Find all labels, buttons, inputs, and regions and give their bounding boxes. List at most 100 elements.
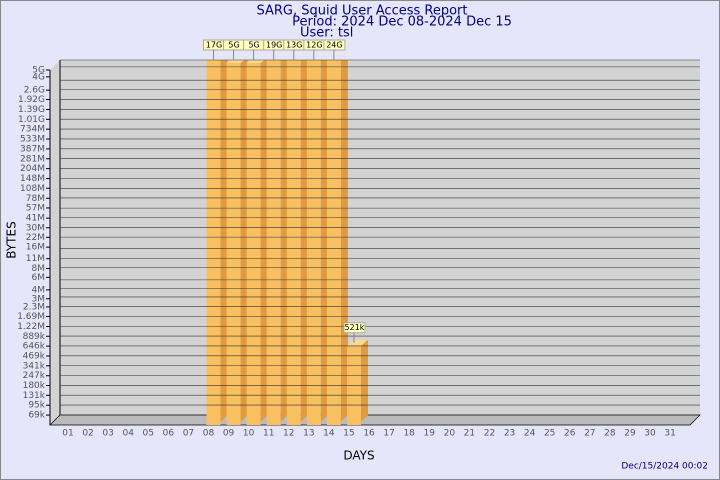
y-tick-label: 69k bbox=[28, 411, 45, 421]
x-axis-label: DAYS bbox=[343, 449, 374, 463]
x-tick-label: 20 bbox=[444, 429, 456, 439]
value-label: 5G bbox=[248, 41, 259, 50]
value-label: 5G bbox=[228, 41, 239, 50]
y-axis-label: BYTES bbox=[5, 221, 19, 258]
x-tick-label: 04 bbox=[122, 429, 134, 439]
x-tick-label: 01 bbox=[62, 429, 73, 439]
x-tick-label: 13 bbox=[303, 429, 314, 439]
y-tick-label: 533M bbox=[20, 135, 45, 145]
x-tick-label: 28 bbox=[604, 429, 616, 439]
bar-group bbox=[206, 60, 228, 426]
x-tick-label: 25 bbox=[544, 429, 555, 439]
plot-floor bbox=[49, 414, 701, 426]
x-tick-label: 10 bbox=[243, 429, 255, 439]
y-tick-label: 734M bbox=[20, 125, 45, 135]
bar-group bbox=[326, 60, 348, 426]
y-tick-label: 108M bbox=[20, 184, 45, 194]
x-tick-label: 26 bbox=[564, 429, 576, 439]
x-tick-label: 18 bbox=[403, 429, 415, 439]
bar-group bbox=[306, 60, 328, 425]
x-tick-label: 21 bbox=[464, 429, 475, 439]
chart-subtitle: Period: 2024 Dec 08-2024 Dec 15 bbox=[292, 15, 512, 30]
x-tick-label: 14 bbox=[323, 429, 335, 439]
y-tick-label: 180k bbox=[23, 381, 46, 391]
y-tick-label: 95k bbox=[28, 401, 45, 411]
y-tick-label: 2.6G bbox=[24, 86, 45, 96]
y-tick-label: 2.3M bbox=[23, 302, 45, 312]
y-tick-label: 281M bbox=[20, 154, 45, 164]
bar-group bbox=[266, 60, 288, 426]
x-tick-label: 22 bbox=[484, 429, 495, 439]
bar-group bbox=[286, 60, 308, 425]
chart-title: SARG, Squid User Access Report bbox=[257, 4, 468, 19]
bar-side bbox=[240, 60, 248, 422]
bar-side bbox=[360, 339, 368, 422]
bar-side bbox=[260, 60, 268, 422]
value-label: 13G bbox=[286, 41, 302, 50]
y-tick-label: 57M bbox=[26, 203, 45, 213]
x-tick-label: 27 bbox=[584, 429, 595, 439]
y-tick-label: 387M bbox=[20, 144, 45, 154]
y-tick-label: 8M bbox=[32, 264, 46, 274]
x-tick-label: 29 bbox=[624, 429, 636, 439]
bar-top bbox=[246, 60, 265, 63]
y-tick-label: 22M bbox=[26, 233, 45, 243]
value-label: 19G bbox=[266, 41, 282, 50]
x-tick-label: 23 bbox=[504, 429, 515, 439]
y-tick-label: 41M bbox=[26, 214, 45, 224]
value-label: 24G bbox=[326, 41, 342, 50]
bar-group bbox=[346, 339, 368, 425]
y-tick-label: 204M bbox=[20, 164, 45, 174]
bar-side bbox=[340, 60, 348, 422]
bar bbox=[246, 63, 261, 425]
user: User: tsl bbox=[300, 26, 353, 41]
bar bbox=[286, 60, 301, 425]
y-tick-label: 5G bbox=[32, 66, 45, 76]
y-tick-label: 4M bbox=[32, 285, 46, 295]
y-tick-label: 4G bbox=[32, 72, 45, 82]
y-tick-label: 1.22M bbox=[17, 322, 45, 332]
x-tick-label: 15 bbox=[343, 429, 354, 439]
x-tick-label: 19 bbox=[424, 429, 436, 439]
bar-group bbox=[226, 60, 248, 425]
x-tick-label: 03 bbox=[102, 429, 113, 439]
bar-side bbox=[220, 60, 228, 422]
y-tick-label: 131k bbox=[23, 391, 46, 401]
bar bbox=[226, 63, 241, 425]
bar-group bbox=[246, 60, 268, 425]
y-tick-label: 6M bbox=[32, 273, 46, 283]
value-label: 17G bbox=[206, 41, 222, 50]
timestamp: Dec/15/2024 00:02 bbox=[621, 462, 708, 472]
bar-top bbox=[346, 339, 368, 346]
y-tick-label: 1.01G bbox=[18, 115, 45, 125]
y-tick-label: 469k bbox=[23, 351, 46, 361]
y-tick-label: 1.39G bbox=[18, 105, 45, 115]
y-tick-label: 148M bbox=[20, 174, 45, 184]
y-tick-label: 1.69M bbox=[17, 312, 45, 322]
y-tick-label: 889k bbox=[23, 332, 46, 342]
bar bbox=[306, 60, 321, 425]
x-tick-label: 17 bbox=[383, 429, 394, 439]
value-label: 521k bbox=[345, 323, 365, 332]
plot-area bbox=[50, 60, 700, 425]
bar bbox=[326, 60, 341, 426]
x-tick-label: 11 bbox=[263, 429, 274, 439]
x-tick-label: 09 bbox=[223, 429, 235, 439]
x-tick-label: 05 bbox=[143, 429, 154, 439]
x-tick-label: 08 bbox=[203, 429, 215, 439]
y-tick-label: 11M bbox=[26, 254, 45, 264]
y-tick-label: 247k bbox=[23, 371, 46, 381]
x-tick-label: 07 bbox=[183, 429, 194, 439]
bar bbox=[266, 60, 281, 426]
y-tick-label: 1.92G bbox=[18, 95, 45, 105]
y-tick-label: 646k bbox=[23, 342, 46, 352]
bar-side bbox=[320, 60, 328, 422]
x-tick-label: 06 bbox=[163, 429, 175, 439]
bar-top bbox=[226, 60, 245, 63]
x-tick-label: 12 bbox=[283, 429, 294, 439]
x-tick-label: 16 bbox=[363, 429, 375, 439]
bar bbox=[206, 60, 221, 426]
x-tick-label: 02 bbox=[82, 429, 93, 439]
bar-side bbox=[280, 60, 288, 422]
